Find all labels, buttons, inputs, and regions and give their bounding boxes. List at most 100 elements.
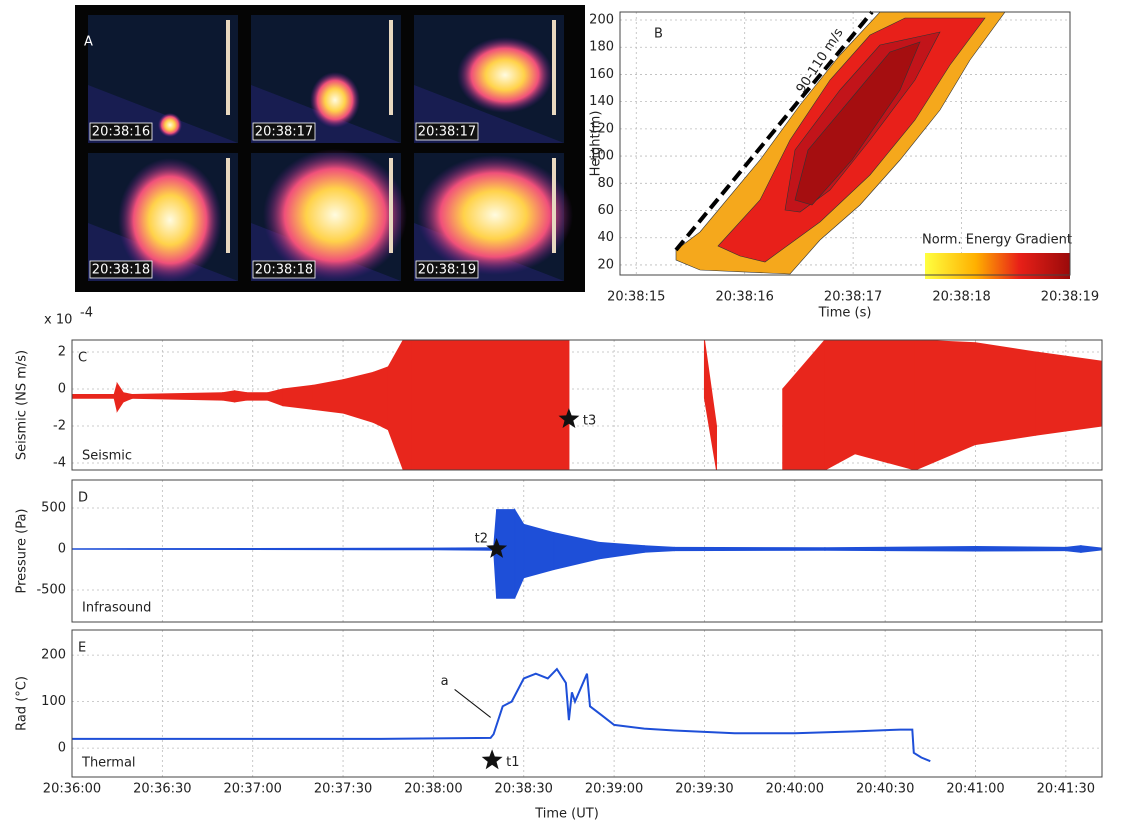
y-multiplier: x 10 [44, 313, 72, 328]
x-tick-label: 20:38:00 [404, 782, 462, 797]
y-tick-label: 200 [589, 13, 614, 28]
signal-envelope [975, 342, 1037, 446]
signal-envelope [824, 340, 856, 470]
frame-colorbar [389, 20, 393, 115]
signal-envelope [282, 384, 314, 410]
signal-envelope [643, 545, 675, 553]
signal-envelope [1065, 545, 1082, 553]
x-tick-label: 20:37:30 [314, 782, 372, 797]
signal-envelope [122, 392, 133, 403]
y-tick-label: -2 [53, 418, 66, 433]
x-tick-label: 20:41:30 [1037, 782, 1095, 797]
signal-envelope [432, 547, 495, 551]
signal-envelope [131, 392, 224, 401]
x-tick-label: 20:38:19 [1041, 290, 1099, 305]
y-tick-label: 60 [597, 203, 614, 218]
event-label: t1 [506, 755, 519, 770]
timestamp: 20:38:16 [92, 125, 150, 140]
x-tick-label: 20:38:17 [824, 290, 882, 305]
signal-envelope [387, 340, 404, 470]
y-tick-label: 40 [597, 230, 614, 245]
plume [158, 113, 182, 137]
signal-envelope [222, 390, 236, 403]
y-tick-label: 140 [589, 94, 614, 109]
signal-envelope [598, 541, 645, 560]
event-label: t2 [475, 531, 488, 546]
timestamp: 20:38:18 [255, 263, 313, 278]
signal-envelope [1035, 351, 1102, 436]
signal-envelope [523, 523, 555, 579]
event-star [486, 538, 508, 558]
contours [675, 11, 1070, 279]
timestamp-box [89, 122, 153, 141]
signal-envelope [914, 340, 977, 470]
frame-colorbar [226, 158, 230, 253]
panel-letter: B [654, 27, 663, 42]
panel-letter: A [84, 35, 93, 50]
y-tick-label: 120 [589, 121, 614, 136]
frame-colorbar [552, 20, 556, 115]
y-axis-label: Rad (°C) [15, 676, 30, 731]
signal-envelope [267, 388, 284, 407]
plot-area [72, 507, 1102, 599]
signal-envelope [116, 381, 124, 413]
timestamp: 20:38:18 [92, 263, 150, 278]
y-axis-label: Pressure (Pa) [15, 508, 30, 593]
event-star [481, 749, 503, 770]
x-tick-label: 20:41:00 [946, 782, 1004, 797]
plume [118, 158, 222, 282]
signal-envelope [372, 366, 389, 431]
signal-envelope [854, 340, 916, 470]
axes-frame [71, 629, 1103, 778]
plume [457, 37, 553, 113]
thermal-line [72, 667, 931, 763]
x-tick-label: 20:36:30 [133, 782, 191, 797]
timestamp: 20:38:19 [418, 263, 476, 278]
signal-envelope [703, 340, 718, 470]
x-tick-label: 20:39:00 [585, 782, 643, 797]
y-tick-label: 80 [597, 176, 614, 191]
plume [417, 155, 573, 275]
timestamp-box [89, 260, 153, 279]
signal-envelope [514, 507, 525, 599]
axes-frame [71, 339, 1103, 471]
signal-envelope [312, 379, 344, 414]
signal-envelope [782, 340, 826, 470]
axes-frame [71, 479, 1103, 623]
panel-letter: E [78, 641, 86, 656]
signal-envelope [975, 546, 1067, 552]
y-tick-label: 0 [58, 541, 66, 556]
timestamp-box [415, 122, 479, 141]
x-tick-label: 20:38:18 [932, 290, 990, 305]
timestamp-box [252, 260, 316, 279]
inner-label: Infrasound [82, 601, 151, 616]
y-tick-label: 100 [589, 149, 614, 164]
signal-envelope [463, 340, 570, 470]
timestamp: 20:38:17 [418, 125, 476, 140]
event-star [558, 408, 580, 428]
y-tick-label: -500 [36, 583, 66, 598]
y-tick-label: -4 [53, 455, 66, 470]
y-tick-label: 0 [58, 382, 66, 397]
y-axis-label: Seismic (NS m/s) [15, 350, 30, 460]
y-exponent: -4 [80, 306, 93, 321]
signal-envelope [342, 371, 374, 423]
plume [263, 149, 407, 281]
panel-letter: D [78, 491, 88, 506]
y-axis-label: Height(m) [589, 111, 604, 177]
y-tick-label: 160 [589, 67, 614, 82]
x-tick-label: 20:36:00 [43, 782, 101, 797]
timestamp-box [252, 122, 316, 141]
plot-area [72, 340, 1102, 470]
timestamp: 20:38:17 [255, 125, 313, 140]
event-label: t3 [583, 414, 596, 429]
signal-envelope [553, 531, 600, 571]
y-tick-label: 100 [41, 694, 66, 709]
frame-colorbar [226, 20, 230, 115]
y-tick-label: 500 [41, 500, 66, 515]
signal-envelope [234, 390, 248, 403]
y-tick-label: 20 [597, 257, 614, 272]
colorbar-label: Norm. Energy Gradient [922, 233, 1072, 248]
callout-line [454, 689, 491, 718]
